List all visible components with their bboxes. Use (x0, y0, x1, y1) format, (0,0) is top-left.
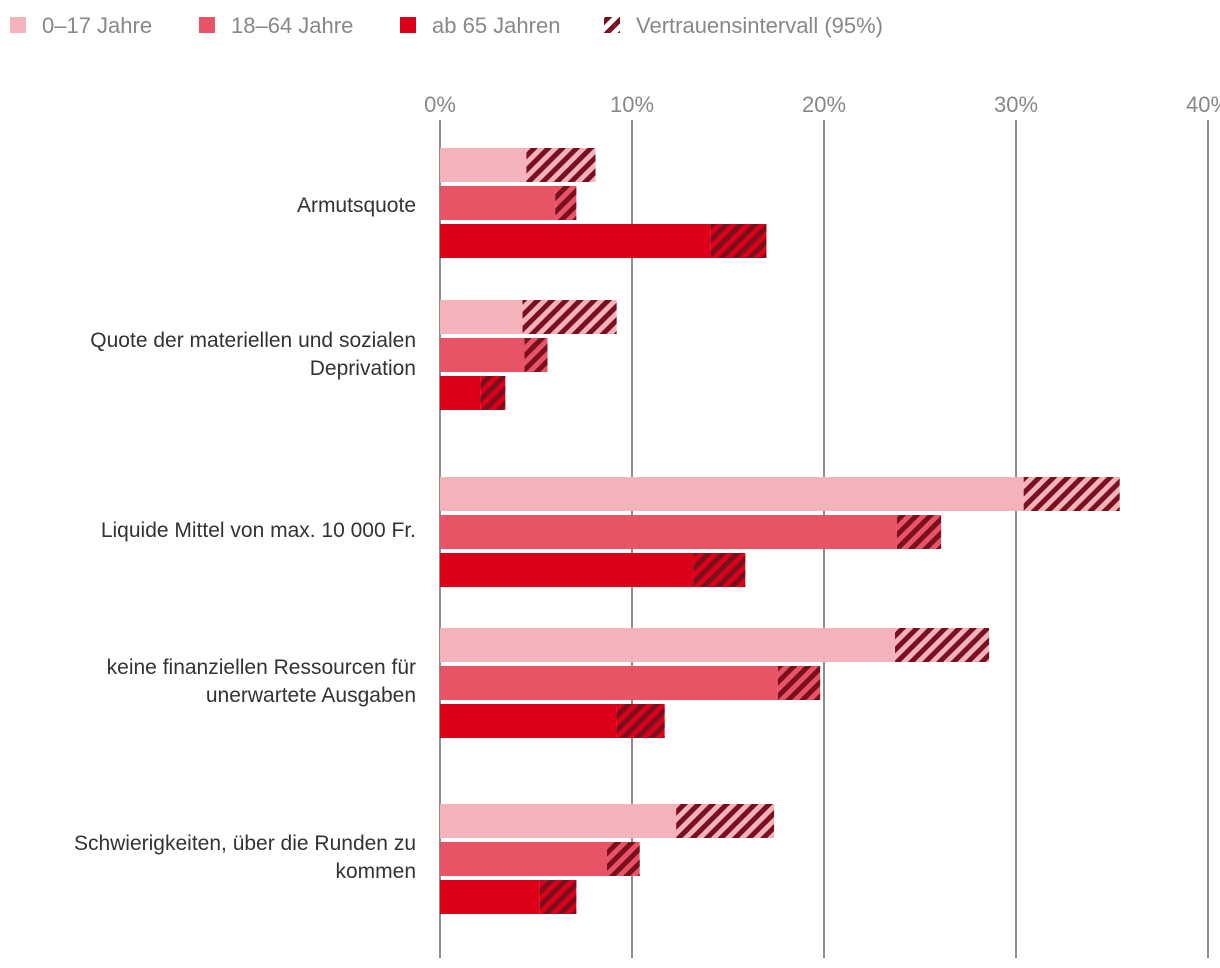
confidence-interval (1023, 477, 1120, 511)
confidence-interval (710, 224, 767, 258)
bar (440, 148, 527, 182)
confidence-interval (480, 376, 506, 410)
category-label: Armutsquote (297, 194, 416, 217)
bar (440, 804, 677, 838)
x-tick-label: 10% (610, 92, 654, 117)
bar (440, 338, 525, 372)
bar (440, 477, 1024, 511)
bar (440, 880, 540, 914)
category-label: unerwartete Ausgaben (206, 684, 416, 707)
legend-swatch-65 (400, 17, 416, 33)
confidence-interval (777, 666, 821, 700)
category-label: Quote der materiellen und sozialen (90, 329, 416, 352)
bar (440, 376, 481, 410)
category-label: Schwierigkeiten, über die Runden zu (74, 832, 416, 855)
confidence-intervals (480, 148, 1120, 914)
bar (440, 842, 608, 876)
category-label: kommen (335, 860, 416, 883)
category-labels: Armutsquote Quote der materiellen und soz… (74, 194, 416, 883)
bar (440, 186, 556, 220)
confidence-interval (539, 880, 577, 914)
confidence-interval (895, 628, 990, 662)
bar (440, 553, 694, 587)
legend-item-65: ab 65 Jahren (400, 13, 560, 38)
confidence-interval (616, 704, 665, 738)
x-tick-label: 20% (802, 92, 846, 117)
bar (440, 666, 778, 700)
bar (440, 224, 711, 258)
legend-item-ci: Vertrauensintervall (95%) (604, 13, 883, 38)
confidence-interval (526, 148, 596, 182)
bar (440, 628, 896, 662)
confidence-interval (555, 186, 577, 220)
confidence-interval (522, 300, 617, 334)
legend-swatch-0-17 (10, 17, 26, 33)
x-tick-label: 0% (424, 92, 456, 117)
bar (440, 515, 897, 549)
legend-label-18-64: 18–64 Jahre (231, 13, 353, 38)
confidence-interval (693, 553, 746, 587)
legend-item-18-64: 18–64 Jahre (199, 13, 353, 38)
legend-label-65: ab 65 Jahren (432, 13, 560, 38)
bar (440, 300, 523, 334)
legend-label-ci: Vertrauensintervall (95%) (636, 13, 883, 38)
x-tick-label: 40% (1186, 92, 1220, 117)
legend: 0–17 Jahre 18–64 Jahre ab 65 Jahren Vert… (10, 13, 883, 38)
confidence-interval (607, 842, 640, 876)
legend-item-0-17: 0–17 Jahre (10, 13, 152, 38)
x-axis-ticks: 0% 10% 20% 30% 40% (424, 92, 1220, 117)
x-tick-label: 30% (994, 92, 1038, 117)
legend-swatch-ci (604, 17, 620, 33)
category-label: keine finanziellen Ressourcen für (107, 656, 416, 679)
category-label: Liquide Mittel von max. 10 000 Fr. (101, 519, 416, 542)
bars (440, 148, 1120, 914)
confidence-interval (896, 515, 942, 549)
confidence-interval (676, 804, 775, 838)
legend-label-0-17: 0–17 Jahre (42, 13, 152, 38)
confidence-interval (524, 338, 548, 372)
bar (440, 704, 617, 738)
legend-swatch-18-64 (199, 17, 215, 33)
category-label: Deprivation (310, 357, 416, 380)
